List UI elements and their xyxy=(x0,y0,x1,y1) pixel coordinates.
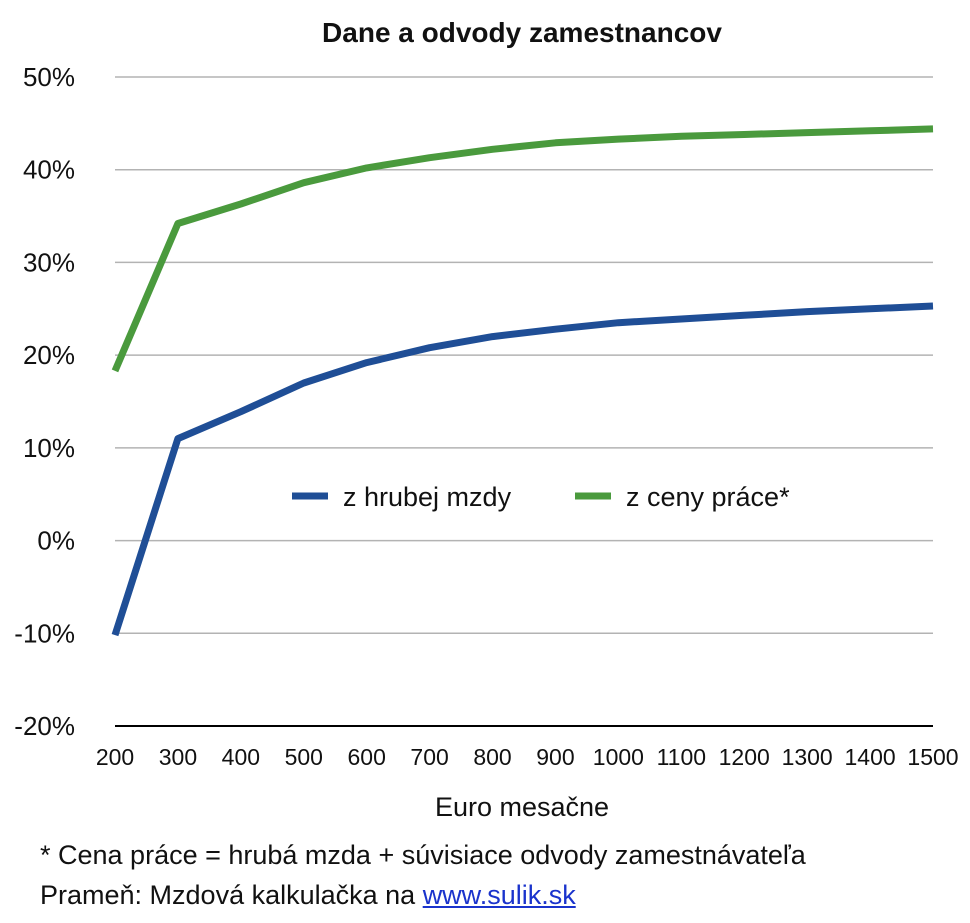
y-tick-label: 10% xyxy=(23,433,75,463)
y-tick-label: 0% xyxy=(37,526,75,556)
series-lines xyxy=(111,125,934,637)
y-tick-label: 50% xyxy=(23,62,75,92)
y-axis-ticks: -20% -10% 0% 10% 20% 30% 40% 50% xyxy=(14,62,75,741)
y-tick-label: 20% xyxy=(23,340,75,370)
x-axis-ticks: 200 300 400 500 600 700 800 900 1000 1100 1200 1300… xyxy=(96,744,959,770)
x-tick-label: 1200 xyxy=(719,744,770,770)
x-tick-label: 200 xyxy=(96,744,134,770)
x-tick-label: 1500 xyxy=(907,744,958,770)
chart-title: Dane a odvody zamestnancov xyxy=(322,17,722,48)
y-tick-label: -20% xyxy=(14,711,75,741)
series-line-ceny-prace xyxy=(111,125,934,373)
legend: z hrubej mzdy z ceny práce* xyxy=(292,482,790,512)
source-link[interactable]: www.sulik.sk xyxy=(422,880,576,910)
x-tick-label: 1400 xyxy=(844,744,895,770)
x-tick-label: 1300 xyxy=(782,744,833,770)
x-tick-label: 400 xyxy=(222,744,260,770)
footnote-source: Prameň: Mzdová kalkulačka na www.sulik.s… xyxy=(40,880,576,911)
x-axis-label: Euro mesačne xyxy=(435,792,609,822)
series-line-hrubej-mzdy xyxy=(111,302,934,637)
y-tick-label: 30% xyxy=(23,247,75,277)
x-tick-label: 700 xyxy=(410,744,448,770)
x-tick-label: 1000 xyxy=(593,744,644,770)
x-tick-label: 900 xyxy=(536,744,574,770)
y-tick-label: 40% xyxy=(23,155,75,185)
legend-label: z ceny práce* xyxy=(626,482,790,512)
x-tick-label: 500 xyxy=(285,744,323,770)
gridlines xyxy=(115,76,933,727)
x-tick-label: 600 xyxy=(348,744,386,770)
x-tick-label: 800 xyxy=(473,744,511,770)
y-tick-label: -10% xyxy=(14,618,75,648)
x-tick-label: 1100 xyxy=(657,744,706,770)
x-tick-label: 300 xyxy=(159,744,197,770)
legend-label: z hrubej mzdy xyxy=(343,482,512,512)
source-prefix: Prameň: Mzdová kalkulačka na xyxy=(40,880,423,910)
footnote-cena-prace: * Cena práce = hrubá mzda + súvisiace od… xyxy=(40,840,806,870)
